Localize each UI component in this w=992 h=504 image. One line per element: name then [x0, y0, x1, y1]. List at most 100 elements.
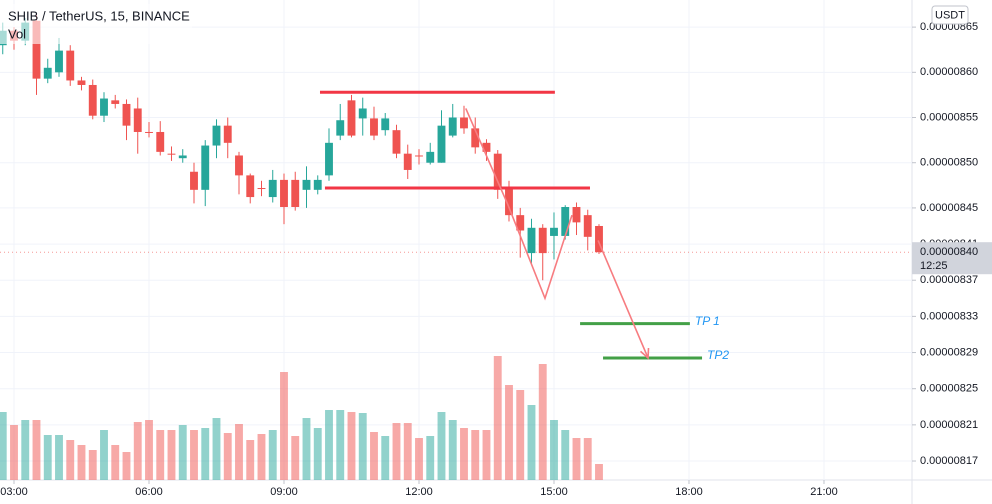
- y-tick-label: 0.00000860: [920, 66, 978, 78]
- candle-body: [527, 227, 536, 254]
- candle-body: [280, 179, 288, 208]
- volume-bar: [482, 430, 491, 480]
- candle-body: [66, 50, 75, 81]
- last-price-label: 0.00000840: [920, 246, 978, 258]
- candle-body: [88, 84, 97, 116]
- volume-bar: [550, 420, 558, 480]
- volume-bar: [381, 436, 390, 480]
- candle-body: [302, 179, 311, 190]
- candle-body: [167, 153, 176, 155]
- candle-body: [437, 125, 446, 163]
- volume-bar: [66, 440, 75, 480]
- volume-bar: [212, 418, 221, 480]
- chart-title: SHIB / TetherUS, 15, BINANCE: [8, 8, 190, 23]
- candle-body: [403, 153, 412, 170]
- volume-bar: [336, 410, 345, 480]
- volume-bar: [415, 438, 423, 480]
- candle-body: [415, 155, 423, 157]
- volume-bar: [223, 433, 232, 480]
- candle-body: [133, 108, 142, 132]
- volume-bar: [347, 412, 356, 480]
- volume-bar: [505, 385, 513, 480]
- volume-bar: [10, 425, 18, 480]
- volume-bar: [235, 424, 243, 480]
- candle-body: [145, 131, 153, 133]
- x-tick-label: 06:00: [135, 486, 163, 498]
- pattern-line: [465, 108, 573, 301]
- volume-bar: [302, 418, 311, 480]
- candle-body: [572, 207, 581, 223]
- volume-bar: [370, 432, 378, 480]
- x-tick-label: 21:00: [810, 486, 838, 498]
- candle-body: [392, 130, 401, 154]
- candle-body: [595, 225, 603, 253]
- volume-bar: [201, 428, 210, 480]
- candle-body: [43, 67, 52, 79]
- currency-button[interactable]: [931, 5, 969, 25]
- candle-body: [291, 179, 300, 208]
- volume-bar: [437, 412, 446, 480]
- volume-label: Vol: [8, 26, 26, 41]
- volume-bar: [190, 430, 198, 480]
- candle-body: [201, 145, 210, 190]
- candle-body: [516, 215, 525, 231]
- candle-body: [336, 120, 345, 136]
- candle-body: [77, 80, 86, 85]
- volume-bar: [178, 425, 187, 480]
- y-tick-label: 0.00000855: [920, 111, 978, 123]
- y-tick-label: 0.00000821: [920, 419, 978, 431]
- candle-body: [190, 171, 198, 190]
- currency-label[interactable]: USDT: [935, 9, 965, 21]
- target-label: TP 1: [695, 314, 720, 328]
- target-label: TP2: [707, 348, 729, 362]
- arrow-head: [639, 347, 650, 360]
- volume-bar: [21, 420, 30, 480]
- volume-bar: [167, 430, 176, 480]
- volume-bar: [538, 364, 547, 480]
- volume-bar: [55, 435, 63, 480]
- volume-bar: [471, 430, 480, 480]
- volume-bar: [392, 423, 401, 480]
- legend-backdrop: [0, 4, 192, 44]
- volume-bar: [313, 428, 322, 480]
- x-tick-label: 12:00: [405, 486, 433, 498]
- volume-bar: [280, 372, 288, 480]
- candle-body: [156, 131, 165, 152]
- volume-bar: [133, 422, 142, 480]
- volume-bar: [43, 435, 52, 480]
- volume-bar: [527, 405, 536, 480]
- candle-body: [257, 188, 266, 190]
- candle-body: [460, 117, 468, 129]
- volume-bar: [516, 390, 525, 480]
- volume-bar: [111, 445, 120, 480]
- y-tick-label: 0.00000837: [920, 274, 978, 286]
- volume-bar: [493, 356, 502, 480]
- volume-bar: [448, 420, 457, 480]
- last-price-box: [912, 242, 992, 275]
- volume-bar: [145, 420, 153, 480]
- volume-bar: [32, 420, 41, 480]
- candle-body: [111, 100, 120, 104]
- candle-body: [122, 103, 131, 126]
- volume-bar: [561, 430, 570, 480]
- candle-body: [471, 128, 480, 148]
- candle-body: [246, 175, 255, 198]
- candle-body: [448, 117, 457, 136]
- x-tick-label: 18:00: [675, 486, 703, 498]
- volume-bar: [460, 428, 468, 480]
- volume-bar: [426, 436, 435, 480]
- candle-body: [370, 118, 378, 136]
- y-tick-label: 0.00000817: [920, 455, 978, 467]
- candle-body: [313, 179, 322, 190]
- volume-bar: [403, 423, 412, 480]
- candle-body: [325, 142, 333, 176]
- y-tick-label: 0.00000825: [920, 383, 978, 395]
- volume-bar: [291, 436, 300, 480]
- candle-body: [482, 142, 491, 152]
- volume-bar: [246, 440, 255, 480]
- candle-body: [381, 118, 390, 131]
- volume-bar: [100, 430, 108, 480]
- volume-bar: [268, 430, 277, 480]
- volume-bar: [572, 438, 581, 480]
